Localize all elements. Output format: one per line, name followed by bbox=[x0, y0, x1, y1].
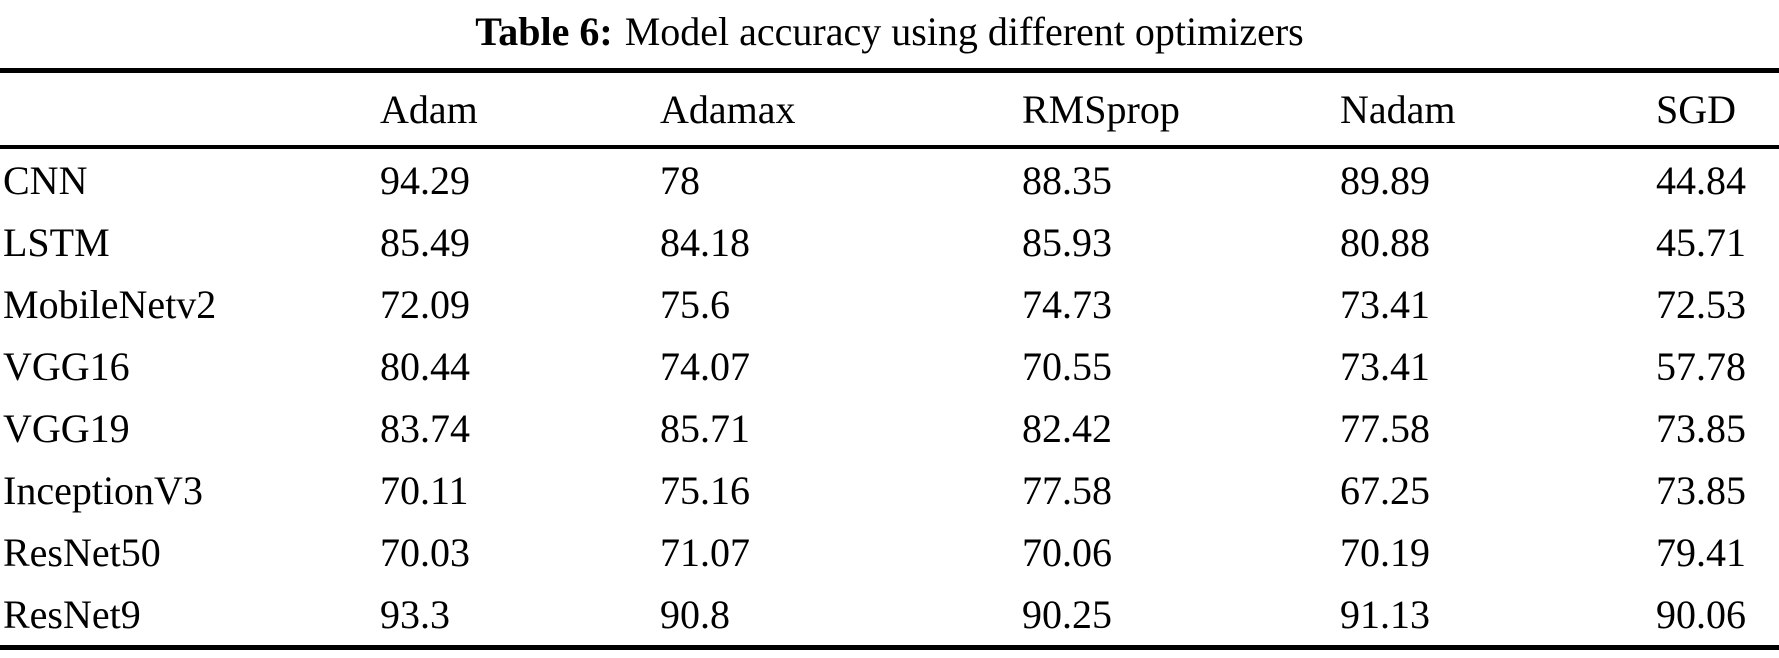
model-name: MobileNetv2 bbox=[3, 281, 217, 327]
accuracy-value: 80.44 bbox=[380, 343, 470, 389]
table-row: InceptionV3 70.11 75.16 77.58 67.25 73.8… bbox=[0, 459, 1779, 521]
accuracy-value: 93.3 bbox=[380, 591, 450, 637]
accuracy-value: 73.41 bbox=[1340, 343, 1430, 389]
accuracy-value: 77.58 bbox=[1340, 405, 1430, 451]
accuracy-value: 85.71 bbox=[660, 405, 750, 451]
accuracy-value: 83.74 bbox=[380, 405, 470, 451]
model-name: InceptionV3 bbox=[3, 467, 203, 513]
accuracy-value: 80.88 bbox=[1340, 219, 1430, 265]
column-header-adam: Adam bbox=[380, 70, 660, 149]
table-row: VGG16 80.44 74.07 70.55 73.41 57.78 bbox=[0, 335, 1779, 397]
accuracy-value: 44.84 bbox=[1656, 157, 1746, 203]
column-header-nadam: Nadam bbox=[1340, 70, 1656, 149]
accuracy-value: 82.42 bbox=[1022, 405, 1112, 451]
model-name: ResNet9 bbox=[3, 591, 141, 637]
model-name: VGG19 bbox=[3, 405, 130, 451]
accuracy-value: 88.35 bbox=[1022, 157, 1112, 203]
accuracy-value: 72.53 bbox=[1656, 281, 1746, 327]
accuracy-value: 90.06 bbox=[1656, 591, 1746, 637]
header-row: Adam Adamax RMSprop Nadam SGD bbox=[0, 70, 1779, 149]
accuracy-value: 57.78 bbox=[1656, 343, 1746, 389]
model-name: LSTM bbox=[3, 219, 110, 265]
accuracy-value: 85.93 bbox=[1022, 219, 1112, 265]
accuracy-value: 77.58 bbox=[1022, 467, 1112, 513]
caption-title: Model accuracy using different optimizer… bbox=[624, 9, 1304, 54]
accuracy-value: 75.16 bbox=[660, 467, 750, 513]
table-row: VGG19 83.74 85.71 82.42 77.58 73.85 bbox=[0, 397, 1779, 459]
accuracy-value: 94.29 bbox=[380, 157, 470, 203]
table-row: ResNet50 70.03 71.07 70.06 70.19 79.41 bbox=[0, 521, 1779, 583]
accuracy-value: 91.13 bbox=[1340, 591, 1430, 637]
accuracy-value: 78 bbox=[660, 157, 700, 203]
accuracy-value: 73.85 bbox=[1656, 467, 1746, 513]
accuracy-value: 71.07 bbox=[660, 529, 750, 575]
accuracy-value: 84.18 bbox=[660, 219, 750, 265]
model-name: VGG16 bbox=[3, 343, 130, 389]
accuracy-value: 90.25 bbox=[1022, 591, 1112, 637]
table-caption: Table 6: Model accuracy using different o… bbox=[0, 0, 1779, 68]
accuracy-value: 85.49 bbox=[380, 219, 470, 265]
model-name: ResNet50 bbox=[3, 529, 161, 575]
table-row: CNN 94.29 78 88.35 89.89 44.84 bbox=[0, 147, 1779, 211]
accuracy-value: 74.07 bbox=[660, 343, 750, 389]
column-header-sgd: SGD bbox=[1656, 70, 1779, 149]
accuracy-value: 89.89 bbox=[1340, 157, 1430, 203]
column-header-rmsprop: RMSprop bbox=[1022, 70, 1340, 149]
accuracy-value: 73.41 bbox=[1340, 281, 1430, 327]
table-row: MobileNetv2 72.09 75.6 74.73 73.41 72.53 bbox=[0, 273, 1779, 335]
column-header-model bbox=[0, 70, 380, 149]
accuracy-value: 75.6 bbox=[660, 281, 730, 327]
model-name: CNN bbox=[3, 157, 88, 203]
column-header-adamax: Adamax bbox=[660, 70, 1022, 149]
accuracy-value: 90.8 bbox=[660, 591, 730, 637]
table-row: ResNet9 93.3 90.8 90.25 91.13 90.06 bbox=[0, 583, 1779, 648]
accuracy-value: 72.09 bbox=[380, 281, 470, 327]
accuracy-value: 70.06 bbox=[1022, 529, 1112, 575]
accuracy-value: 45.71 bbox=[1656, 219, 1746, 265]
accuracy-value: 70.11 bbox=[380, 467, 469, 513]
accuracy-value: 79.41 bbox=[1656, 529, 1746, 575]
table-row: LSTM 85.49 84.18 85.93 80.88 45.71 bbox=[0, 211, 1779, 273]
accuracy-value: 74.73 bbox=[1022, 281, 1112, 327]
accuracy-value: 70.19 bbox=[1340, 529, 1430, 575]
accuracy-value: 70.03 bbox=[380, 529, 470, 575]
accuracy-value: 70.55 bbox=[1022, 343, 1112, 389]
accuracy-value: 67.25 bbox=[1340, 467, 1430, 513]
accuracy-value: 73.85 bbox=[1656, 405, 1746, 451]
accuracy-table: Adam Adamax RMSprop Nadam SGD CNN 94.29 … bbox=[0, 68, 1779, 650]
caption-label: Table 6: bbox=[475, 9, 613, 54]
